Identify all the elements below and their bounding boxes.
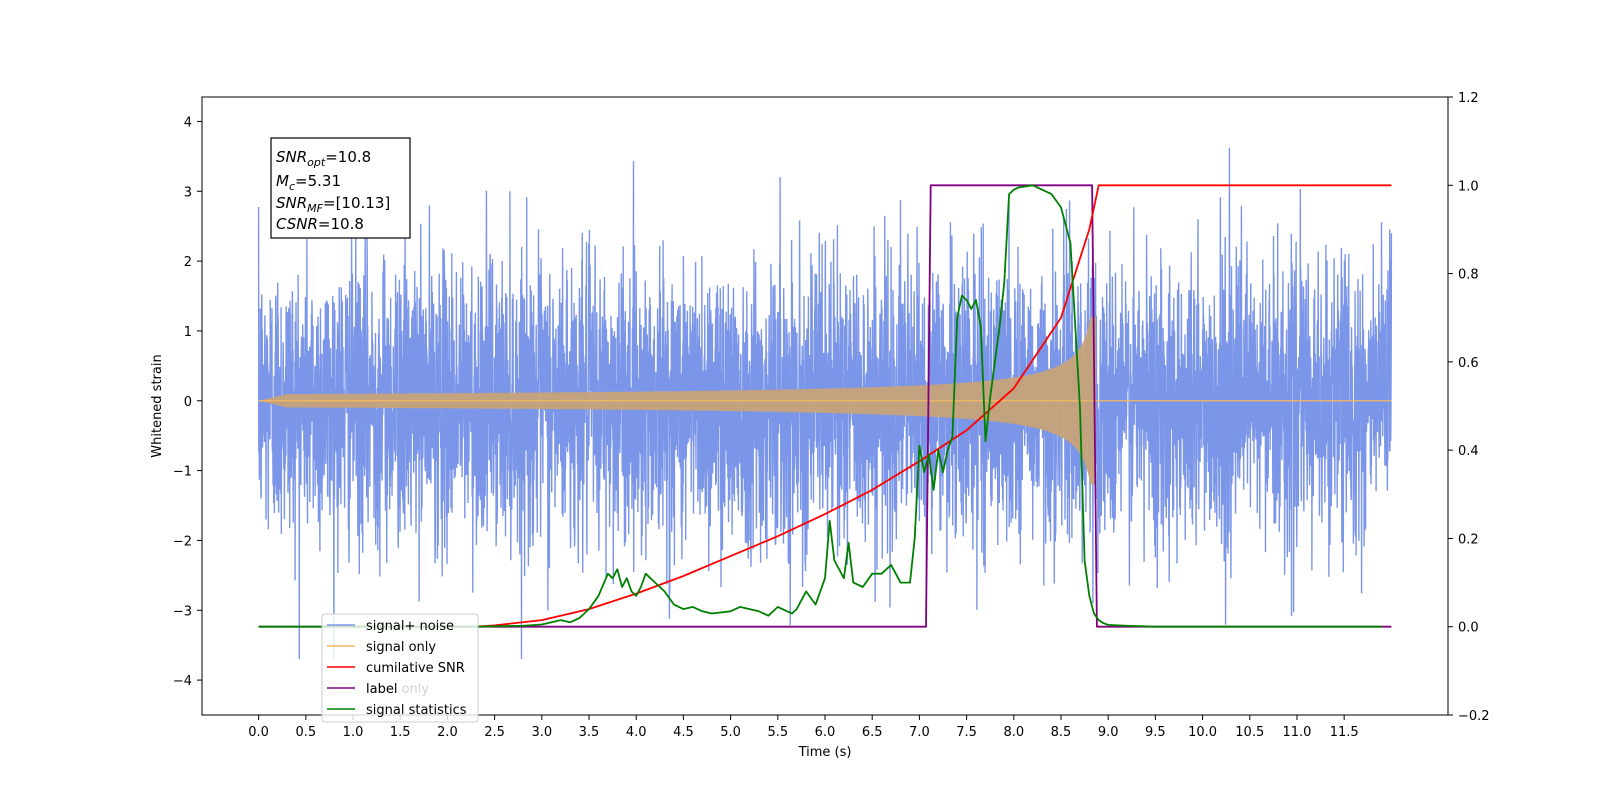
x-tick-label: 6.0 — [815, 725, 836, 740]
stats-annotation-box: SNRopt=10.8 Mc=5.31 SNRMF=[10.13] CSNR=1… — [270, 137, 411, 239]
snr-mf-annotation: SNRMF=[10.13] — [276, 194, 390, 215]
right-y-tick-label: 1.2 — [1458, 91, 1479, 106]
x-tick-label: 6.5 — [862, 725, 883, 740]
right-y-axis-ticks: 1.2 1.0 0.8 0.6 0.4 0.2 0.0 −0.2 — [1448, 91, 1490, 724]
x-axis-ticks: 0.0 0.5 1.0 1.5 2.0 2.5 3.0 3.5 4.0 4.5 5.0 5.5 6.0 6… — [248, 715, 1359, 740]
legend-label-signal-only: signal only — [366, 640, 436, 655]
series-cumulative-snr — [475, 184, 1392, 628]
y-tick-label: 4 — [184, 115, 192, 130]
x-tick-label: 8.5 — [1051, 725, 1072, 740]
y-tick-label: 1 — [184, 325, 192, 340]
right-y-tick-label: 0.2 — [1458, 532, 1479, 547]
x-tick-label: 5.5 — [767, 725, 788, 740]
snr-opt-annotation: SNRopt=10.8 — [276, 148, 371, 169]
x-tick-label: 0.0 — [248, 725, 269, 740]
legend-label-label: label — [366, 682, 397, 697]
x-tick-label: 11.5 — [1330, 725, 1359, 740]
x-tick-label: 1.5 — [390, 725, 411, 740]
legend-label-cumulative-snr: cumilative SNR — [366, 661, 465, 676]
right-y-tick-label: 0.6 — [1458, 356, 1479, 371]
legend: signal+ noise signal only cumilative SNR… — [321, 613, 479, 723]
legend-label-signal-statistics: signal statistics — [366, 703, 467, 718]
y-tick-label: −4 — [173, 674, 192, 689]
x-tick-label: 3.5 — [579, 725, 600, 740]
x-tick-label: 4.0 — [626, 725, 647, 740]
x-tick-label: 3.0 — [531, 725, 552, 740]
x-tick-label: 7.5 — [956, 725, 977, 740]
x-tick-label: 2.0 — [437, 725, 458, 740]
y-tick-label: 3 — [184, 185, 192, 200]
plot-area — [257, 147, 1393, 660]
legend-item-label: label only label — [327, 682, 429, 697]
x-tick-label: 4.5 — [673, 725, 694, 740]
x-tick-label: 9.5 — [1145, 725, 1166, 740]
legend-item-signal-statistics: signal statistics — [327, 703, 467, 718]
y-tick-label: 0 — [184, 395, 192, 410]
legend-item-signal-noise: signal+ noise — [327, 619, 454, 634]
legend-item-signal-only: signal only — [327, 640, 436, 655]
x-tick-label: 8.0 — [1003, 725, 1024, 740]
mc-annotation: Mc=5.31 — [276, 172, 341, 193]
x-tick-label: 10.0 — [1188, 725, 1217, 740]
right-y-tick-label: 0.0 — [1458, 621, 1479, 636]
y-tick-label: 2 — [184, 255, 192, 270]
right-y-tick-label: 0.8 — [1458, 268, 1479, 283]
right-y-tick-label: 1.0 — [1458, 179, 1479, 194]
y-tick-label: −1 — [173, 465, 192, 480]
legend-label-label-only: label only — [366, 682, 429, 697]
x-tick-label: 11.0 — [1282, 725, 1311, 740]
x-tick-label: 9.0 — [1098, 725, 1119, 740]
right-y-tick-label: −0.2 — [1458, 709, 1490, 724]
y-axis-ticks: 4 3 2 1 0 −1 −2 −3 −4 — [173, 115, 202, 689]
series-signal-statistics — [258, 184, 1382, 628]
legend-label-signal-noise: signal+ noise — [366, 619, 454, 634]
csnr-annotation: CSNR=10.8 — [276, 215, 364, 233]
y-tick-label: −2 — [173, 534, 192, 549]
legend-item-cumulative-snr: cumilative SNR — [327, 661, 465, 676]
x-axis-label: Time (s) — [798, 745, 852, 760]
y-axis-label: Whitened strain — [150, 354, 165, 457]
series-signal-noise — [257, 147, 1393, 660]
right-y-tick-label: 0.4 — [1458, 444, 1479, 459]
x-tick-label: 1.0 — [343, 725, 364, 740]
x-tick-label: 5.0 — [720, 725, 741, 740]
x-tick-label: 2.5 — [484, 725, 505, 740]
x-tick-label: 0.5 — [295, 725, 316, 740]
y-tick-label: −3 — [173, 604, 192, 619]
x-tick-label: 7.0 — [909, 725, 930, 740]
legend-box — [321, 613, 479, 723]
x-tick-label: 10.5 — [1235, 725, 1264, 740]
